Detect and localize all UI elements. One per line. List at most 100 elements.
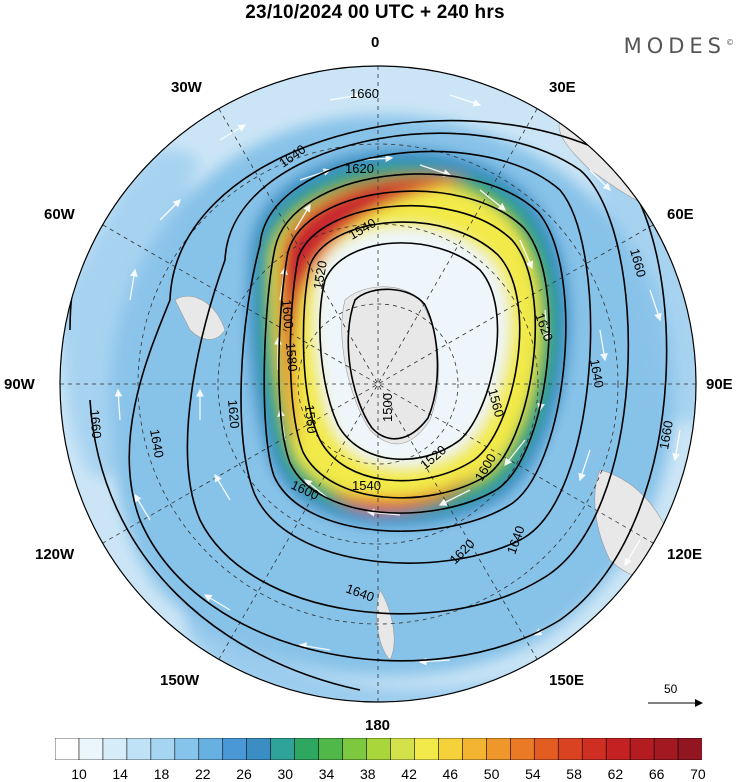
wind-vector (578, 449, 591, 482)
jet-core-orange (279, 175, 470, 450)
contour-1660 (128, 119, 668, 662)
wind-vector (129, 268, 138, 301)
wind-vector (543, 309, 552, 342)
meridian-30e-150w (218, 108, 538, 660)
lon-label-90w: 90W (4, 376, 35, 393)
colorbar-tick-label: 58 (566, 766, 582, 782)
lon-label-120e: 120E (667, 546, 703, 563)
wind-vector (438, 489, 471, 506)
wind-vector (624, 539, 641, 567)
contour-1500 (347, 288, 439, 440)
wind-vector (419, 164, 452, 177)
colorbar-tick-label: 22 (195, 766, 211, 782)
contour-1520 (319, 242, 499, 460)
contour-label: 1640 (587, 358, 607, 389)
wind-band-south (185, 600, 560, 702)
latitude-circle-60 (137, 143, 619, 625)
contour-label: 1500 (380, 393, 395, 422)
colorbar-cell (246, 738, 272, 760)
colorbar-cell (126, 738, 152, 760)
contour-1600 (263, 173, 567, 532)
colorbar-cell (533, 738, 559, 760)
wind-vector (219, 124, 247, 141)
lon-label-150e: 150E (549, 672, 585, 689)
contour-1580 (278, 190, 550, 514)
wind-vector (479, 189, 507, 211)
lon-label-60w: 60W (44, 206, 75, 223)
colorbar-cell (102, 738, 128, 760)
colorbar-cell (581, 738, 607, 760)
colorbar-tick-label: 26 (236, 766, 252, 782)
contour-label: 1660 (350, 86, 379, 101)
reference-vector-label: 50 (664, 682, 678, 696)
colorbar-cell (150, 738, 176, 760)
contour-1540 (302, 221, 521, 482)
contour-label: 1660 (656, 419, 676, 450)
colorbar-cell (486, 738, 511, 760)
colorbar-cell (270, 738, 296, 760)
contour-1660-southwest (89, 399, 361, 691)
height-contours (69, 119, 668, 691)
contour-label: 1660 (87, 409, 104, 439)
colorbar-tick-label: 10 (71, 766, 87, 782)
contour-label: 1600 (279, 299, 296, 329)
brand-name: MODES (623, 34, 726, 58)
meridian-30w-150e (218, 108, 538, 660)
contour-label: 1640 (147, 428, 167, 459)
colorbar-tick-label: 38 (360, 766, 376, 782)
page-title: 23/10/2024 00 UTC + 240 hrs (245, 2, 505, 23)
colorbar-cell (55, 738, 80, 760)
copyright-mark: © (726, 38, 734, 47)
colorbar-cell (198, 738, 224, 760)
jet-core-red (284, 183, 440, 370)
lon-label-0: 0 (371, 34, 380, 51)
colorbar-cell (342, 738, 368, 760)
colorbar-cell (605, 738, 631, 760)
wind-vector (649, 289, 662, 322)
wind-vector (114, 388, 123, 421)
wind-vector (366, 508, 401, 517)
colorbar-tick-label: 18 (153, 766, 170, 782)
graticule (60, 66, 696, 702)
wind-vector (298, 642, 331, 651)
lon-label-180: 180 (365, 717, 391, 734)
peninsula (174, 295, 226, 340)
colorbar-tick-label: 70 (690, 766, 706, 782)
colorbar-cell (414, 738, 440, 760)
wind-vector (329, 92, 362, 101)
colorbar-cell (366, 738, 392, 760)
colorbar-tick-label: 14 (112, 766, 128, 782)
map-fill (60, 66, 696, 702)
wind-vector (294, 203, 311, 231)
colorbar-cell (462, 738, 487, 760)
colorbar-cell (318, 738, 344, 760)
colorbar-cell (438, 738, 463, 760)
contour-1560 (289, 204, 536, 499)
lon-label-60e: 60E (667, 206, 694, 223)
colorbar-cell (509, 738, 535, 760)
contour-label: 1620 (345, 161, 374, 176)
wind-vector (589, 169, 611, 191)
wind-vector (599, 329, 608, 362)
antarctica (341, 286, 439, 445)
colorbar-cell (390, 738, 416, 760)
colorbar-cells (55, 738, 702, 760)
map-boundary (59, 65, 697, 703)
latitude-circle-80 (297, 303, 459, 465)
colorbar-cell (557, 738, 583, 760)
meridian-60e-120w (102, 224, 654, 544)
contour-label: 1540 (352, 478, 381, 493)
wind-vector (214, 473, 231, 501)
lon-label-30e: 30E (549, 79, 576, 96)
wind-vector (504, 439, 526, 467)
contour-label: 1520 (310, 259, 330, 290)
colorbar-tick-label: 34 (318, 766, 335, 782)
colorbar-cell (677, 738, 702, 760)
lon-label-30w: 30W (171, 79, 202, 96)
brand-logo: MODES© (624, 34, 734, 58)
wind-vector (134, 493, 151, 521)
wind-vector (519, 239, 534, 270)
colorbar-tick-label: 54 (525, 766, 541, 782)
contour-1620 (240, 150, 592, 564)
colorbar-tick-label: 66 (648, 766, 665, 782)
